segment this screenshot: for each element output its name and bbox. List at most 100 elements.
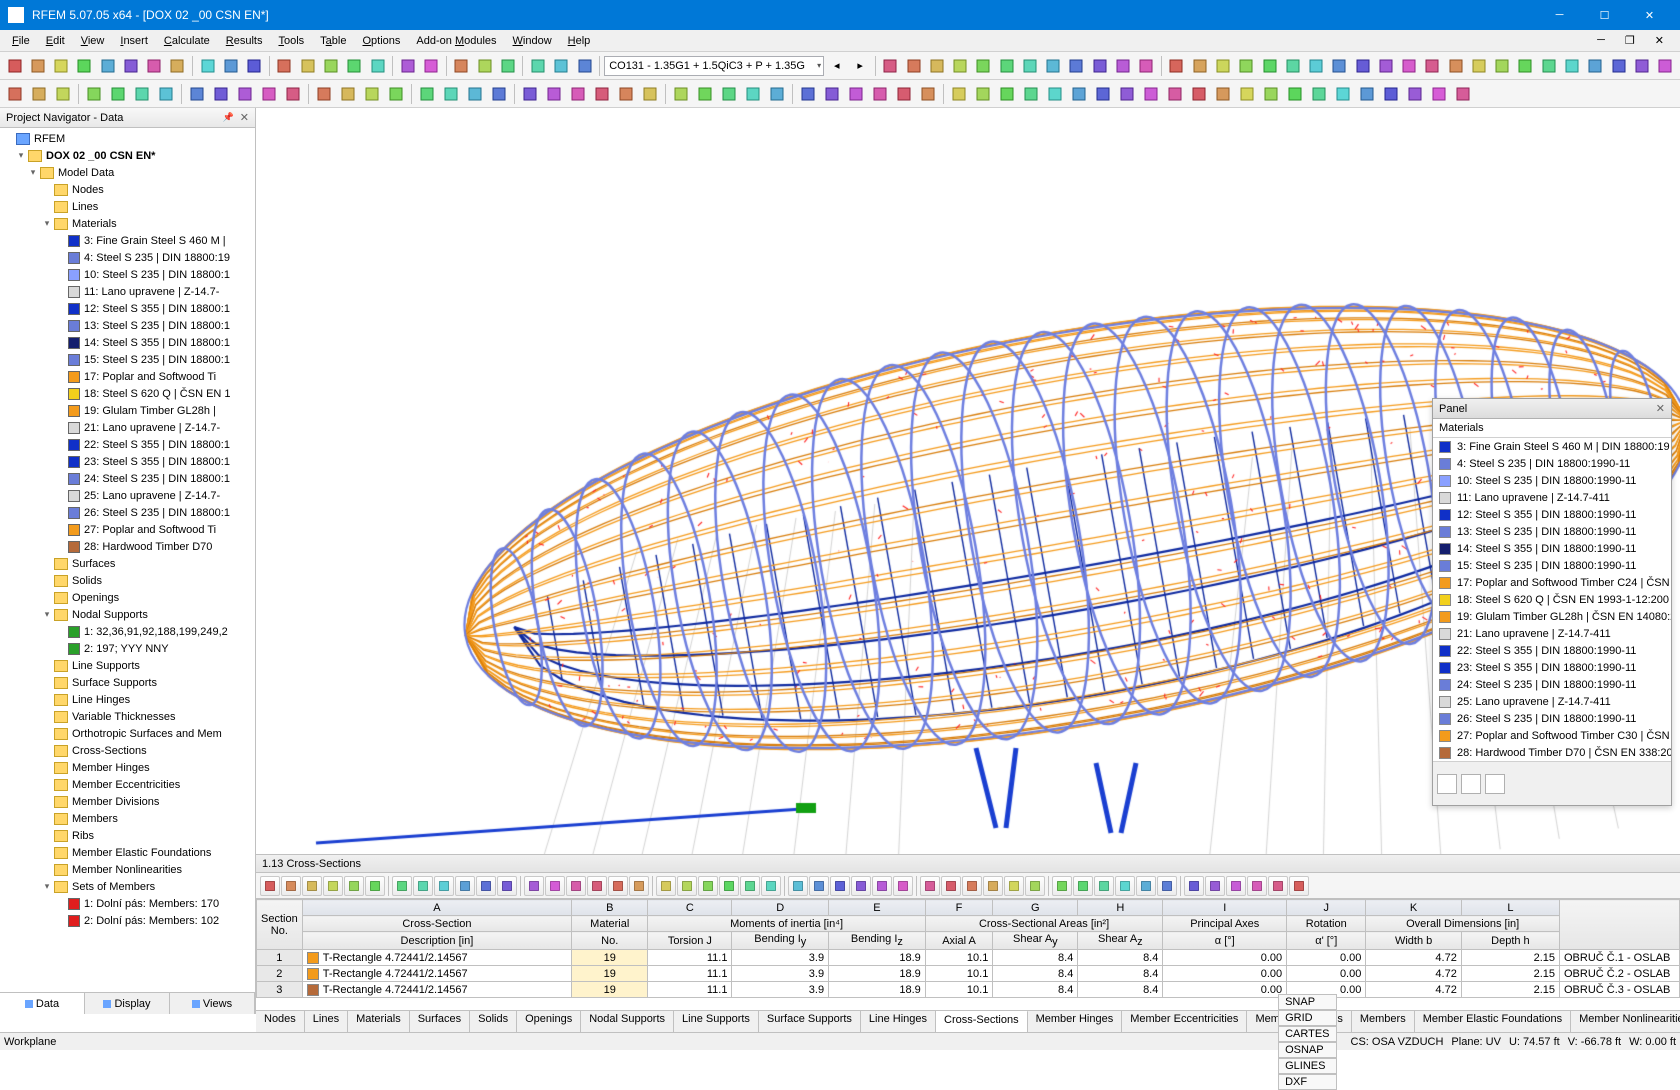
table-tool[interactable] [545, 876, 565, 896]
toolbar-btn[interactable] [83, 83, 105, 105]
nav-close-icon[interactable]: ✕ [240, 111, 249, 124]
toolbar-btn[interactable] [1356, 83, 1378, 105]
table-tool[interactable] [893, 876, 913, 896]
toolbar-btn[interactable] [1166, 55, 1187, 77]
panel-material-row[interactable]: 12: Steel S 355 | DIN 18800:1990-11 [1433, 506, 1671, 523]
table-tool[interactable] [392, 876, 412, 896]
toolbar-btn[interactable] [1538, 55, 1559, 77]
toolbar-btn[interactable] [397, 55, 418, 77]
toolbar-btn[interactable] [274, 55, 295, 77]
table-tab[interactable]: Lines [305, 1011, 348, 1032]
toolbar-btn[interactable] [1375, 55, 1396, 77]
toolbar-btn[interactable] [97, 55, 118, 77]
status-toggle-cartes[interactable]: CARTES [1278, 1026, 1336, 1042]
pin-icon[interactable]: 📌 [223, 112, 234, 123]
toolbar-btn[interactable] [948, 83, 970, 105]
table-tool[interactable] [1268, 876, 1288, 896]
tree-item[interactable]: Member Hinges [2, 759, 253, 776]
toolbar-btn[interactable] [1116, 83, 1138, 105]
toolbar-btn[interactable] [28, 83, 50, 105]
toolbar-btn[interactable] [527, 55, 548, 77]
toolbar-btn[interactable] [996, 83, 1018, 105]
tree-item[interactable]: Ribs [2, 827, 253, 844]
tree-item[interactable]: Orthotropic Surfaces and Mem [2, 725, 253, 742]
toolbar-btn[interactable] [488, 83, 510, 105]
table-tool[interactable] [740, 876, 760, 896]
panel-material-row[interactable]: 15: Steel S 235 | DIN 18800:1990-11 [1433, 557, 1671, 574]
tree-item[interactable]: 15: Steel S 235 | DIN 18800:1 [2, 351, 253, 368]
toolbar-btn[interactable] [197, 55, 218, 77]
tree-item[interactable]: Lines [2, 198, 253, 215]
tree-item[interactable]: 2: Dolní pás: Members: 102 [2, 912, 253, 929]
toolbar-btn[interactable] [1284, 83, 1306, 105]
table-tool[interactable] [323, 876, 343, 896]
tree-item[interactable]: 1: 32,36,91,92,188,199,249,2 [2, 623, 253, 640]
table-tool[interactable] [566, 876, 586, 896]
tree-item[interactable]: 4: Steel S 235 | DIN 18800:19 [2, 249, 253, 266]
toolbar-btn[interactable] [742, 83, 764, 105]
table-tool[interactable] [260, 876, 280, 896]
panel-material-row[interactable]: 11: Lano upravene | Z-14.7-411 [1433, 489, 1671, 506]
toolbar-btn[interactable] [167, 55, 188, 77]
tree-item[interactable]: 26: Steel S 235 | DIN 18800:1 [2, 504, 253, 521]
tree-item[interactable]: Variable Thicknesses [2, 708, 253, 725]
panel-material-row[interactable]: 23: Steel S 355 | DIN 18800:1990-11 [1433, 659, 1671, 676]
tree-item[interactable]: Surface Supports [2, 674, 253, 691]
mdi-minimize-icon[interactable]: ─ [1589, 32, 1613, 49]
table-tool[interactable] [1226, 876, 1246, 896]
table-tab[interactable]: Nodes [256, 1011, 305, 1032]
toolbar-btn[interactable] [416, 83, 438, 105]
table-tool[interactable] [698, 876, 718, 896]
table-tool[interactable] [413, 876, 433, 896]
tree-item[interactable]: Members [2, 810, 253, 827]
toolbar-btn[interactable] [367, 55, 388, 77]
table-tab[interactable]: Materials [348, 1011, 410, 1032]
toolbar-btn[interactable] [1212, 55, 1233, 77]
table-tool[interactable] [1247, 876, 1267, 896]
tree-item[interactable]: 1: Dolní pás: Members: 170 [2, 895, 253, 912]
tree-item[interactable]: ▾Nodal Supports [2, 606, 253, 623]
tree-item[interactable]: 28: Hardwood Timber D70 [2, 538, 253, 555]
toolbar-btn[interactable] [845, 83, 867, 105]
toolbar-btn[interactable] [27, 55, 48, 77]
toolbar-btn[interactable] [670, 83, 692, 105]
toolbar-btn[interactable] [1260, 83, 1282, 105]
table-tab[interactable]: Cross-Sections [936, 1010, 1028, 1032]
toolbar-btn[interactable] [551, 55, 572, 77]
tree-item[interactable]: 14: Steel S 355 | DIN 18800:1 [2, 334, 253, 351]
toolbar-btn[interactable] [1305, 55, 1326, 77]
menu-calculate[interactable]: Calculate [156, 33, 218, 49]
table-tool[interactable] [962, 876, 982, 896]
load-combo[interactable]: CO131 - 1.35G1 + 1.5QiC3 + P + 1.35G [604, 56, 824, 76]
panel-material-row[interactable]: 14: Steel S 355 | DIN 18800:1990-11 [1433, 540, 1671, 557]
table-tool[interactable] [872, 876, 892, 896]
menu-tools[interactable]: Tools [270, 33, 312, 49]
toolbar-btn[interactable] [1089, 55, 1110, 77]
table-tool[interactable] [1094, 876, 1114, 896]
toolbar-btn[interactable] [385, 83, 407, 105]
toolbar-btn[interactable] [996, 55, 1017, 77]
panel-material-row[interactable]: 10: Steel S 235 | DIN 18800:1990-11 [1433, 472, 1671, 489]
table-tab[interactable]: Openings [517, 1011, 581, 1032]
table-tab[interactable]: Line Hinges [861, 1011, 936, 1032]
cross-sections-table[interactable]: SectionNo.ABCDEFGHIJKLCross-SectionMater… [256, 899, 1680, 1014]
tree-item[interactable]: Line Supports [2, 657, 253, 674]
panel-material-row[interactable]: 26: Steel S 235 | DIN 18800:1990-11 [1433, 710, 1671, 727]
toolbar-btn[interactable] [186, 83, 208, 105]
panel-material-row[interactable]: 18: Steel S 620 Q | ČSN EN 1993-1-12:200 [1433, 591, 1671, 608]
menu-edit[interactable]: Edit [38, 33, 73, 49]
toolbar-btn[interactable] [1332, 83, 1354, 105]
menu-options[interactable]: Options [354, 33, 408, 49]
toolbar-btn[interactable] [107, 83, 129, 105]
table-tool[interactable] [719, 876, 739, 896]
navigator-tree[interactable]: RFEM▾DOX 02 _00 CSN EN*▾Model DataNodesL… [0, 128, 255, 992]
toolbar-btn[interactable] [1188, 83, 1210, 105]
table-tool[interactable] [1073, 876, 1093, 896]
toolbar-btn[interactable] [361, 83, 383, 105]
toolbar-btn[interactable] [1380, 83, 1402, 105]
tree-item[interactable]: 10: Steel S 235 | DIN 18800:1 [2, 266, 253, 283]
table-tool[interactable] [476, 876, 496, 896]
tree-item[interactable]: Solids [2, 572, 253, 589]
nav-tab-views[interactable]: Views [170, 993, 255, 1014]
menu-table[interactable]: Table [312, 33, 354, 49]
